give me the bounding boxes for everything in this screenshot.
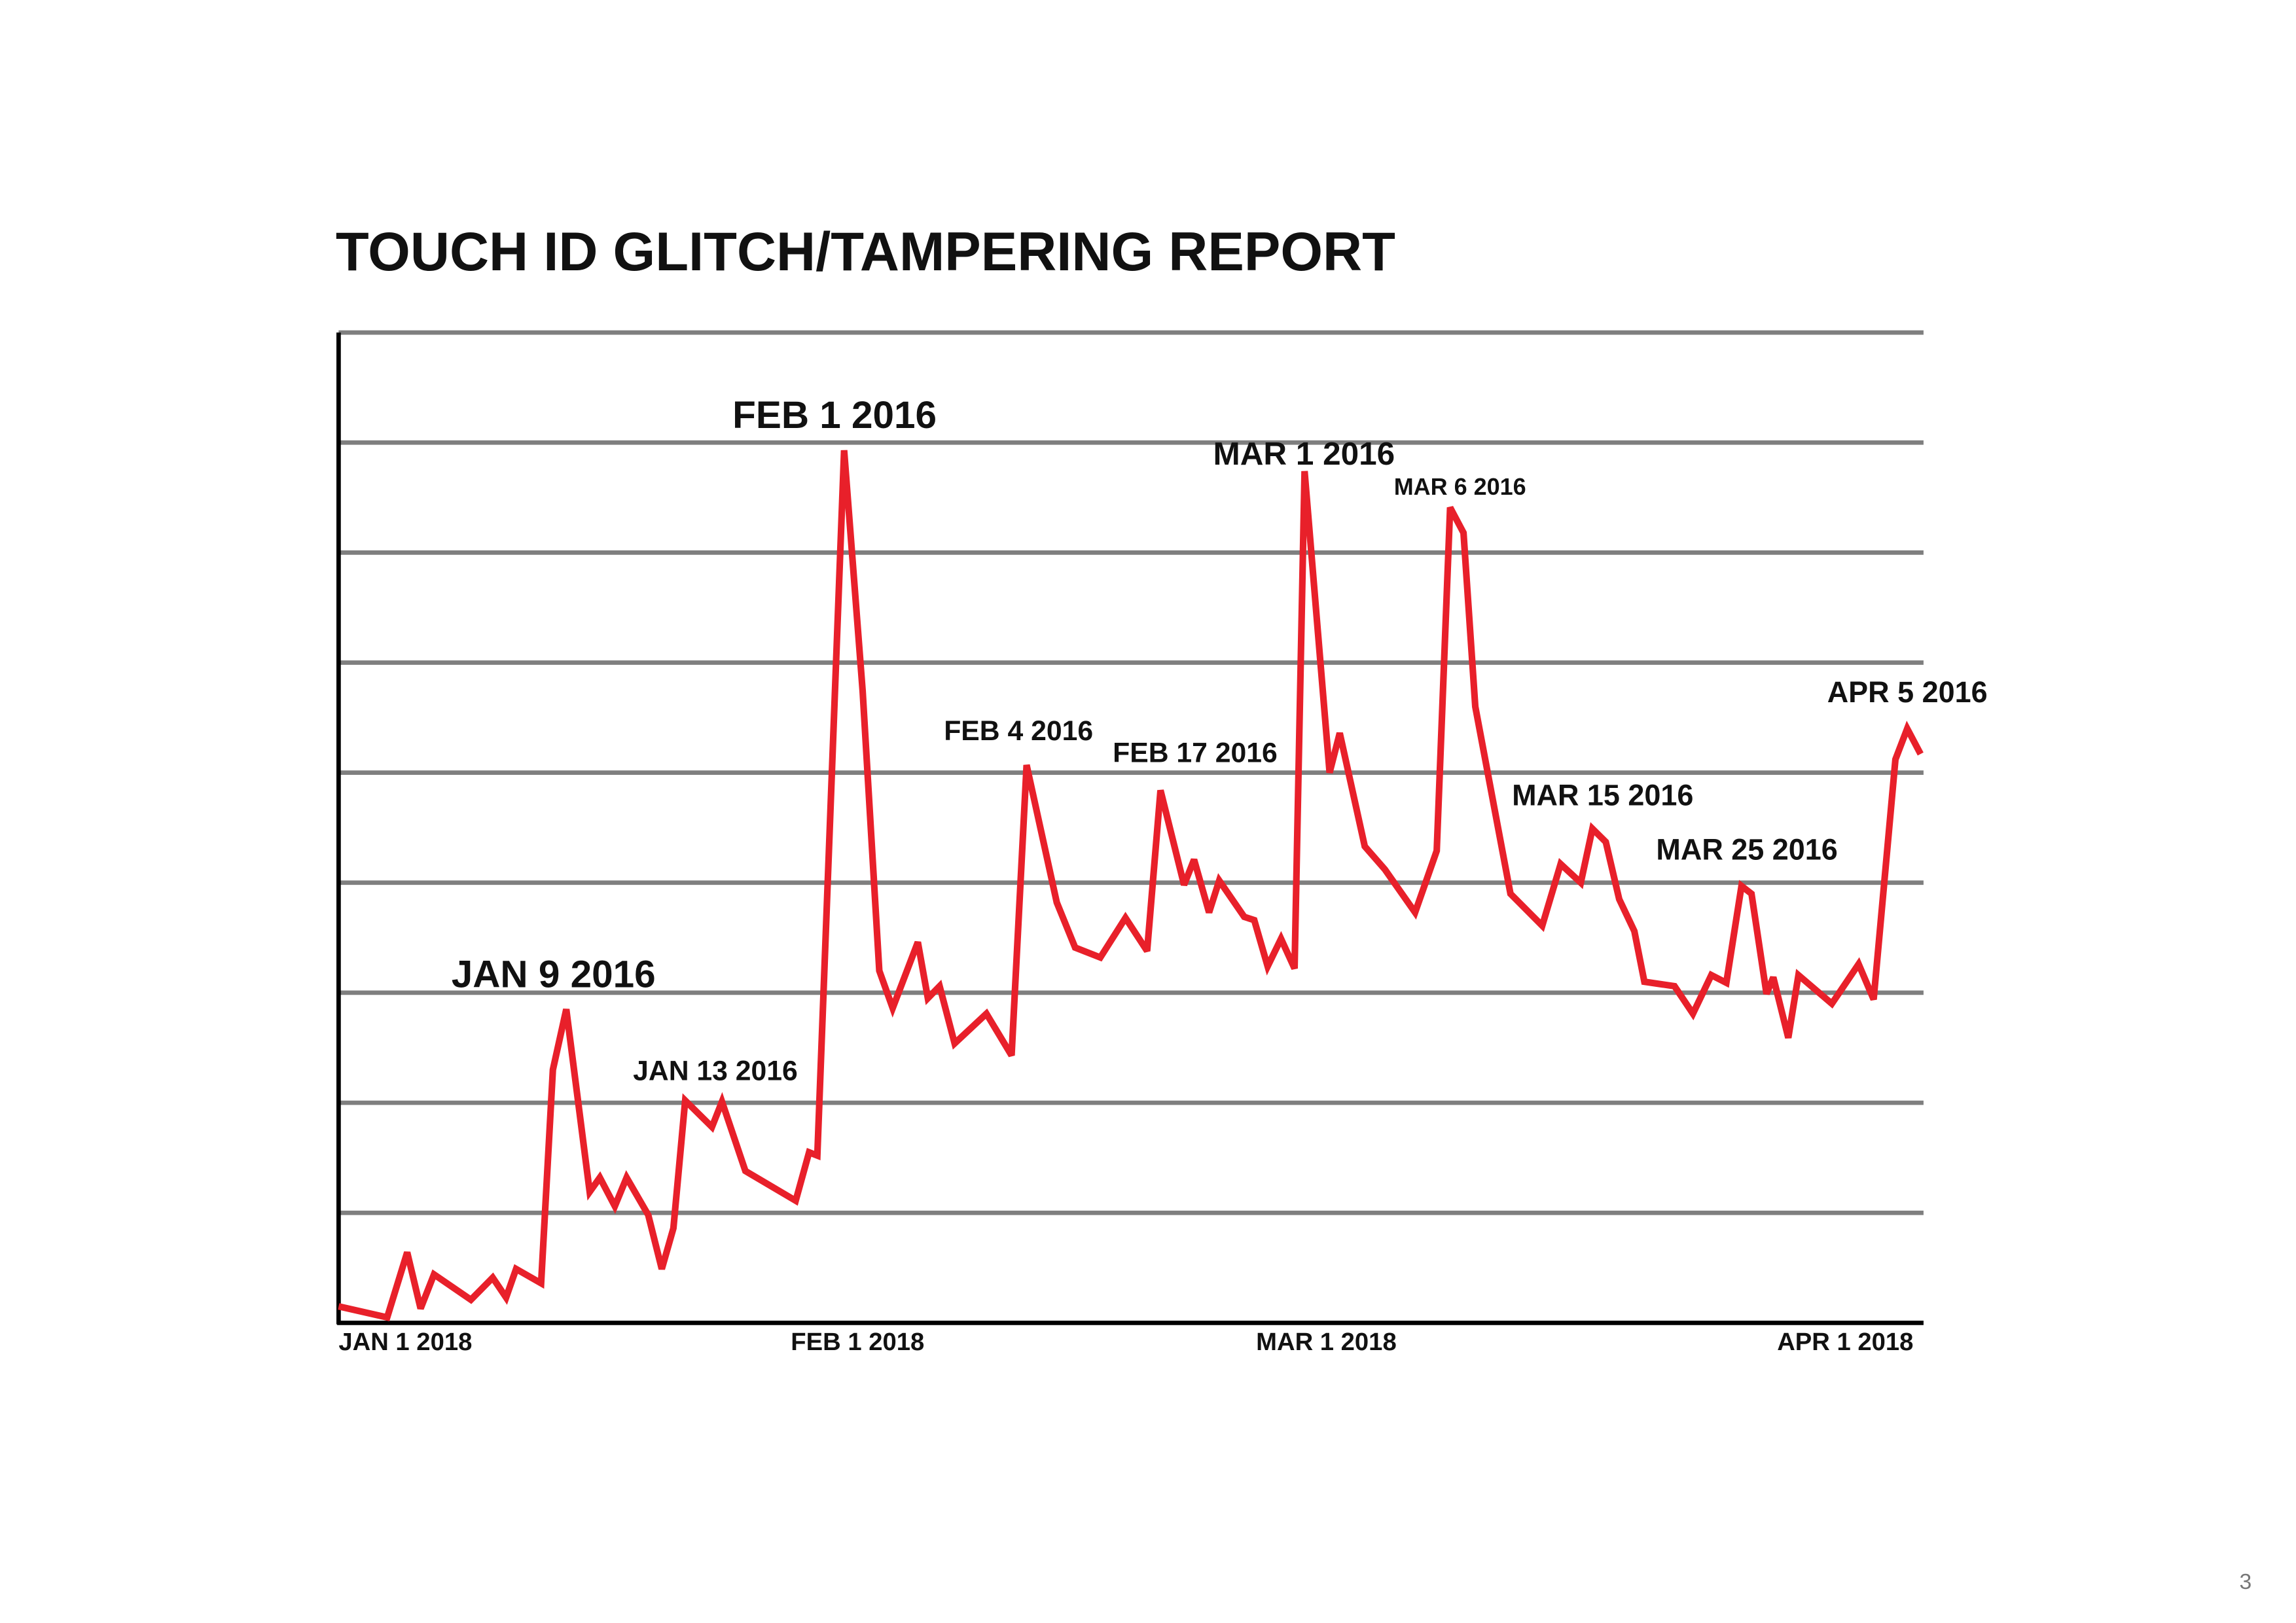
data-line — [338, 450, 1924, 1321]
x-tick-label: APR 1 2018 — [1777, 1328, 1913, 1356]
annotation: MAR 6 2016 — [1394, 473, 1526, 500]
annotation: JAN 13 2016 — [633, 1055, 798, 1086]
annotation: MAR 1 2016 — [1213, 436, 1395, 472]
x-tick-label: FEB 1 2018 — [791, 1328, 924, 1356]
annotation: FEB 1 2016 — [732, 394, 937, 437]
annotation: MAR 25 2016 — [1656, 833, 1837, 866]
page-number: 3 — [2240, 1569, 2252, 1594]
annotation: MAR 15 2016 — [1512, 779, 1693, 812]
x-tick-label: JAN 1 2018 — [338, 1328, 472, 1356]
annotation: JAN 9 2016 — [452, 953, 656, 995]
chart-title: TOUCH ID GLITCH/TAMPERING REPORT — [336, 221, 1395, 282]
x-tick-label: MAR 1 2018 — [1256, 1328, 1397, 1356]
annotation: FEB 17 2016 — [1113, 738, 1278, 769]
annotation: FEB 4 2016 — [944, 715, 1093, 747]
annotation: APR 5 2016 — [1827, 675, 1988, 709]
